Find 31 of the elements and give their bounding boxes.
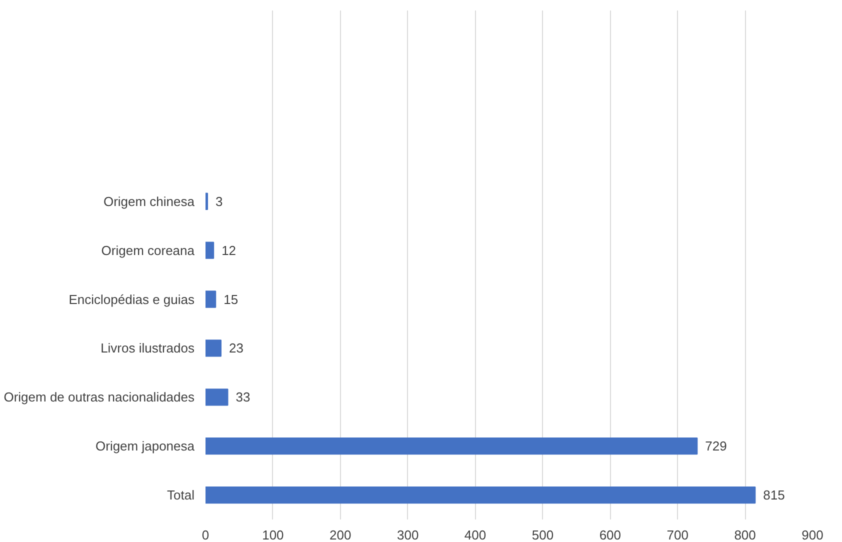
bar xyxy=(206,242,214,259)
x-tick-label: 300 xyxy=(396,528,419,542)
data-label: 815 xyxy=(763,488,785,503)
y-tick-label: Origem coreana xyxy=(101,242,196,258)
x-tick-label: 500 xyxy=(532,528,554,542)
y-tick-label: Total xyxy=(167,488,195,503)
bar xyxy=(206,290,216,308)
x-tick-label: 100 xyxy=(262,528,284,542)
data-label: 729 xyxy=(705,438,727,454)
data-label: 23 xyxy=(229,340,244,356)
y-tick-label: Origem chinesa xyxy=(103,194,196,209)
x-tick-label: 400 xyxy=(464,528,486,542)
bar xyxy=(206,486,756,504)
x-tick-label: 600 xyxy=(599,528,622,542)
x-tick-label: 200 xyxy=(330,528,352,542)
bar xyxy=(206,340,222,357)
data-label: 33 xyxy=(236,390,250,405)
bar xyxy=(206,438,698,455)
data-label: 12 xyxy=(222,242,236,258)
y-tick-label: Origem japonesa xyxy=(96,438,196,454)
y-tick-label: Enciclopédias e guias xyxy=(68,292,195,307)
y-tick-label: Livros ilustrados xyxy=(100,340,195,356)
x-tick-label: 0 xyxy=(202,528,210,542)
x-tick-label: 800 xyxy=(734,528,756,542)
data-label: 3 xyxy=(216,194,223,209)
data-label: 15 xyxy=(224,292,238,307)
x-tick-label: 700 xyxy=(666,528,688,542)
x-tick-label: 900 xyxy=(802,528,824,542)
y-tick-label: Origem de outras nacionalidades xyxy=(4,390,195,405)
bar xyxy=(206,388,228,406)
bar xyxy=(206,192,208,210)
